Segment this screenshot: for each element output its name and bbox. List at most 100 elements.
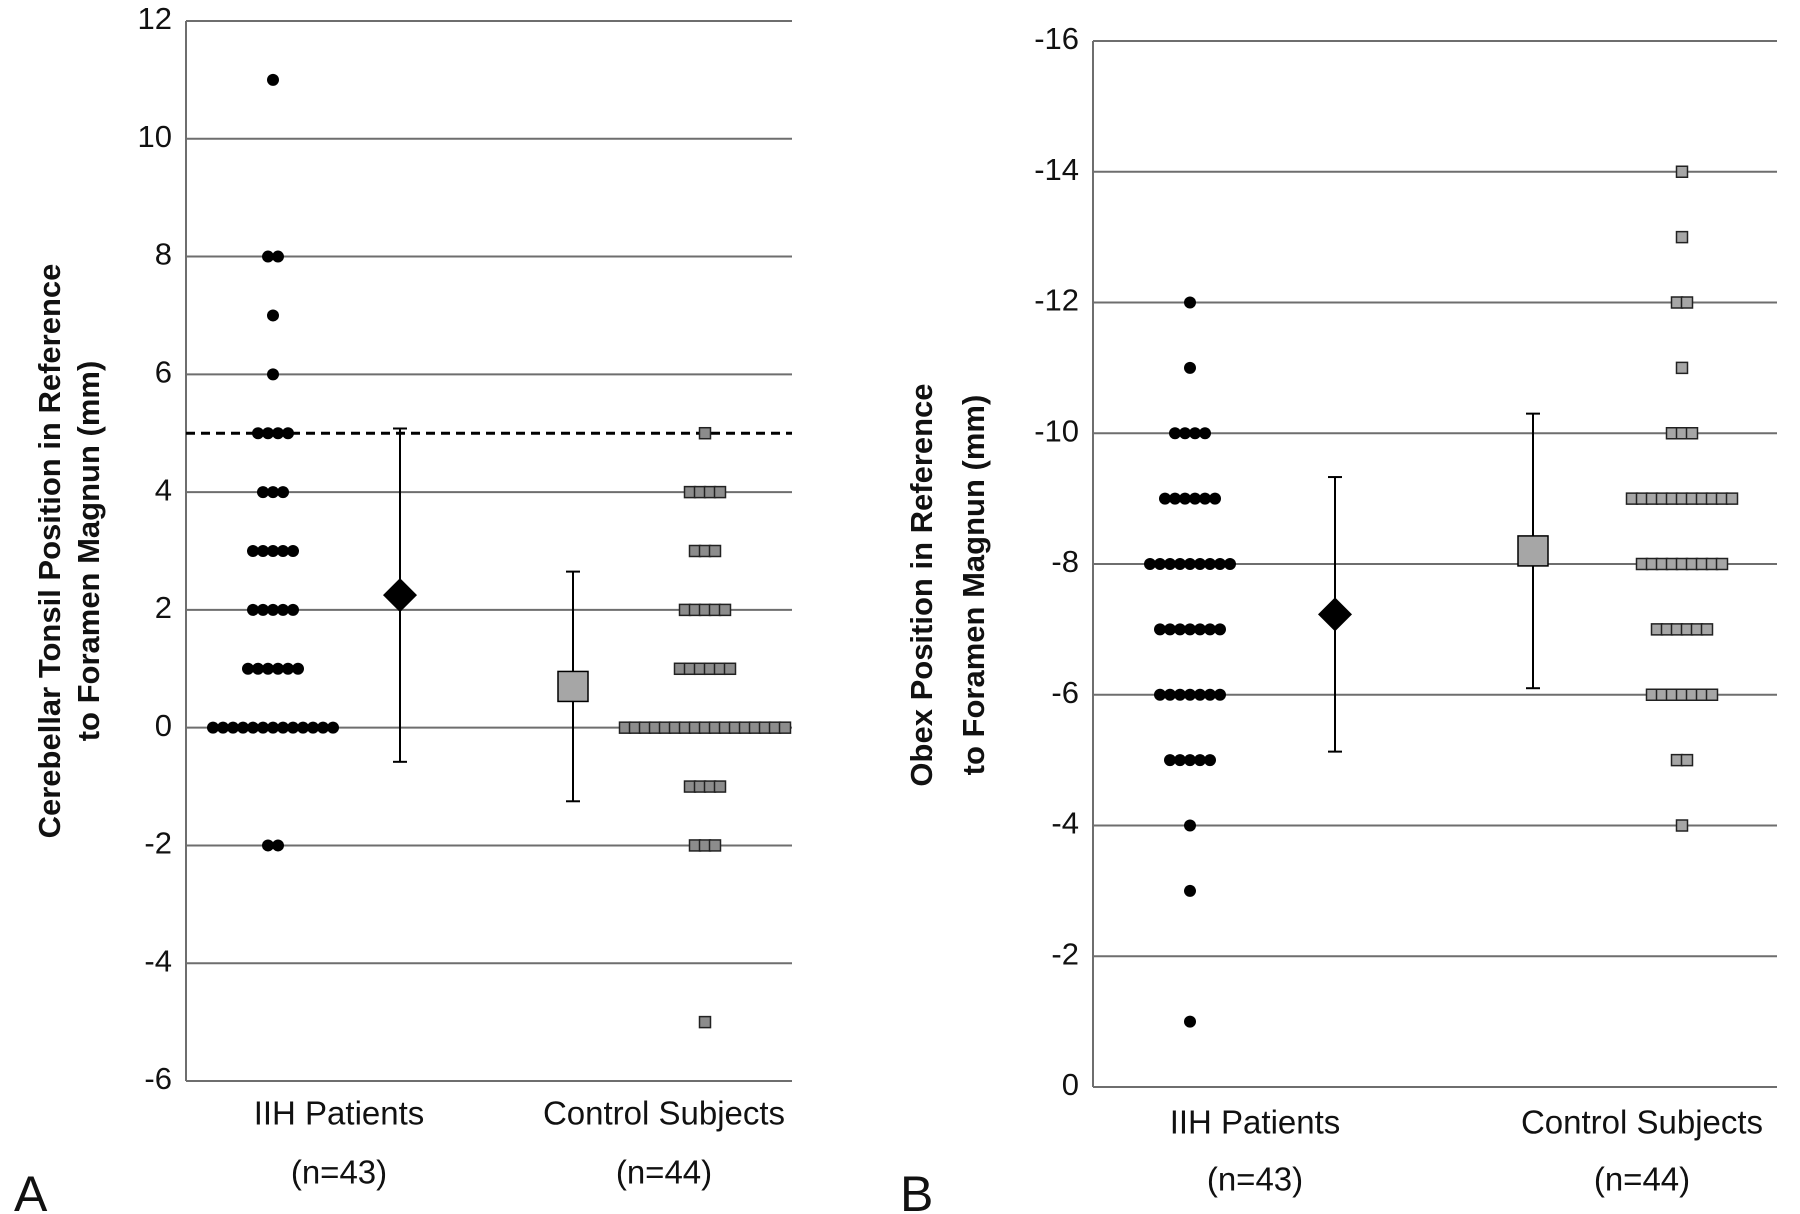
y-tick-label: -12 [1034, 283, 1079, 318]
data-point [1174, 623, 1186, 636]
mean-marker [557, 670, 589, 703]
data-point [1224, 558, 1236, 570]
data-point [1680, 296, 1694, 309]
data-point [282, 427, 294, 440]
data-point [272, 427, 284, 440]
data-point [708, 544, 722, 558]
data-point [698, 1015, 712, 1029]
y-tick-label: -6 [1051, 675, 1079, 710]
data-point [1184, 1015, 1196, 1028]
data-point [257, 545, 269, 557]
y-tick-label: -4 [144, 943, 172, 978]
data-point [317, 721, 329, 734]
data-point [1675, 361, 1689, 375]
y-tick-label: 4 [155, 472, 172, 507]
data-point [252, 662, 264, 675]
data-point [307, 721, 319, 734]
data-point [267, 486, 279, 499]
data-point [1164, 754, 1176, 767]
x-tick-label: IIH Patients [1170, 1104, 1341, 1141]
data-point [262, 662, 274, 675]
data-point [1184, 754, 1196, 767]
data-point [1154, 688, 1166, 701]
data-point [1179, 492, 1191, 505]
data-point [1184, 361, 1196, 374]
data-point [247, 545, 259, 557]
x-tick-note: (n=44) [616, 1154, 712, 1191]
data-point [1194, 623, 1206, 636]
data-point [1214, 623, 1226, 636]
data-point [287, 603, 299, 616]
data-point [1214, 688, 1226, 701]
data-point [1164, 688, 1176, 701]
data-point [272, 250, 284, 263]
data-point [1700, 623, 1714, 636]
data-point [227, 721, 239, 734]
data-point [723, 662, 737, 676]
data-point [247, 603, 259, 616]
data-point [1199, 427, 1211, 440]
data-point [1174, 754, 1186, 767]
mean-marker [383, 578, 417, 613]
y-tick-label: -10 [1034, 413, 1079, 448]
panel-label: A [14, 1166, 48, 1214]
y-tick-label: 0 [155, 708, 172, 743]
data-point [1184, 688, 1196, 701]
data-point [1675, 819, 1689, 832]
data-point [1184, 884, 1196, 897]
data-point [1144, 558, 1156, 570]
data-point [287, 721, 299, 734]
y-tick-label: 12 [138, 1, 172, 36]
data-point [1204, 688, 1216, 701]
data-point [257, 721, 269, 734]
data-point [272, 662, 284, 675]
data-point [1680, 753, 1694, 767]
mean-marker [1318, 597, 1352, 632]
data-point [1204, 558, 1216, 570]
data-point [708, 839, 722, 852]
data-point [1154, 623, 1166, 636]
y-tick-label: -2 [1051, 936, 1079, 971]
data-point [252, 427, 264, 440]
data-point [277, 486, 289, 499]
data-point [277, 603, 289, 616]
data-point [242, 662, 254, 675]
data-point [1214, 558, 1226, 570]
data-point [262, 839, 274, 852]
data-point [247, 721, 259, 734]
data-point [1174, 688, 1186, 701]
data-point [277, 721, 289, 734]
data-point [272, 839, 284, 852]
data-point [1204, 754, 1216, 767]
data-point [1705, 688, 1719, 701]
data-point [1179, 427, 1191, 440]
data-point [778, 721, 792, 734]
data-point [1194, 688, 1206, 701]
data-point [267, 73, 279, 86]
data-point [267, 368, 279, 381]
data-point [327, 721, 339, 734]
data-point [1685, 427, 1699, 440]
data-point [1184, 558, 1196, 570]
y-tick-label: -6 [144, 1061, 172, 1096]
x-tick-note: (n=43) [1207, 1161, 1303, 1198]
data-point [267, 309, 279, 322]
x-tick-label: Control Subjects [543, 1095, 785, 1132]
data-point [262, 427, 274, 440]
data-point [713, 780, 727, 793]
data-point [1189, 492, 1201, 505]
data-point [267, 603, 279, 616]
data-point [207, 721, 219, 734]
data-point [1184, 623, 1196, 636]
x-tick-label: Control Subjects [1521, 1104, 1763, 1141]
data-point [267, 721, 279, 734]
data-point [1159, 492, 1171, 505]
panel-label: B [900, 1166, 933, 1214]
data-point [1675, 230, 1689, 244]
y-axis-label: Cerebellar Tonsil Position in Reference [32, 264, 67, 839]
data-point [297, 721, 309, 734]
x-tick-note: (n=43) [291, 1154, 387, 1191]
y-axis-label: to Foramen Magnun (mm) [71, 361, 106, 742]
y-tick-label: 8 [155, 237, 172, 272]
